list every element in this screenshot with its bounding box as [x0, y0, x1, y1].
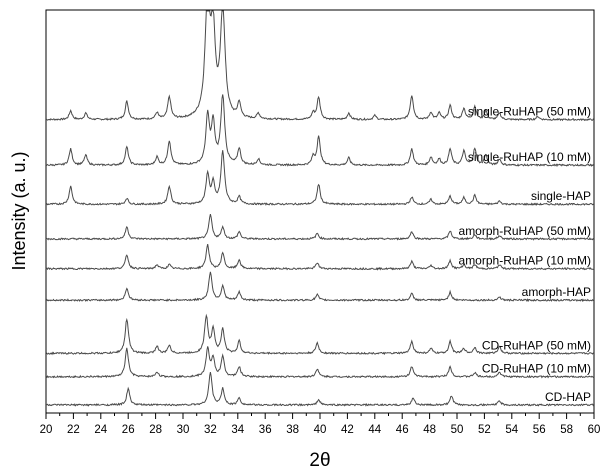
- series-group: [45, 10, 595, 407]
- x-tick-label: 40: [314, 424, 327, 436]
- series-line: [46, 271, 595, 303]
- x-ticks: [45, 413, 595, 419]
- x-tick-label: 26: [122, 424, 135, 436]
- x-tick-label: 44: [368, 424, 381, 436]
- series-line: [45, 313, 595, 356]
- x-tick-label: 56: [533, 424, 546, 436]
- x-tick-label: 42: [341, 424, 354, 436]
- x-tick-label: 24: [94, 424, 107, 436]
- series-label: single-HAP: [531, 189, 591, 203]
- x-tick-label: 48: [423, 424, 436, 436]
- series-label: amorph-RuHAP (10 mM): [459, 254, 591, 268]
- x-tick-label: 22: [67, 424, 80, 436]
- series-label: single-RuHAP (10 mM): [468, 150, 591, 164]
- series-label: amorph-RuHAP (50 mM): [459, 224, 591, 238]
- series-line: [45, 94, 595, 168]
- x-tick-label: 46: [396, 424, 409, 436]
- series-label: CD-RuHAP (10 mM): [482, 362, 591, 376]
- x-tick-label: 50: [451, 424, 464, 436]
- x-tick-label: 38: [286, 424, 299, 436]
- series-line: [45, 213, 595, 241]
- series-label: CD-HAP: [545, 390, 591, 404]
- x-tick-label: 34: [231, 424, 244, 436]
- series-line: [45, 150, 595, 206]
- x-tick-labels: 20 22 24 26 28 30 32 34 36 38 40 42 44 46 48 50 52 54 56 58…: [40, 424, 601, 436]
- series-labels: single-RuHAP (50 mM) single-RuHAP (10 mM)…: [459, 105, 591, 404]
- series-label: single-RuHAP (50 mM): [468, 105, 591, 119]
- x-tick-label: 20: [40, 424, 53, 436]
- series-line: [45, 243, 595, 271]
- series-line: [45, 10, 595, 122]
- x-axis-title: 2θ: [309, 450, 330, 470]
- series-label: CD-RuHAP (50 mM): [482, 338, 591, 352]
- series-line: [45, 346, 595, 379]
- x-tick-label: 30: [177, 424, 190, 436]
- x-tick-label: 36: [259, 424, 272, 436]
- x-tick-label: 52: [478, 424, 491, 436]
- x-tick-label: 60: [588, 424, 601, 436]
- series-label: amorph-HAP: [522, 285, 591, 299]
- x-tick-label: 54: [505, 424, 518, 436]
- x-tick-label: 58: [560, 424, 573, 436]
- x-tick-label: 32: [204, 424, 217, 436]
- y-axis-title: Intensity (a. u.): [9, 151, 29, 270]
- x-tick-label: 28: [149, 424, 162, 436]
- series-line: [46, 372, 595, 407]
